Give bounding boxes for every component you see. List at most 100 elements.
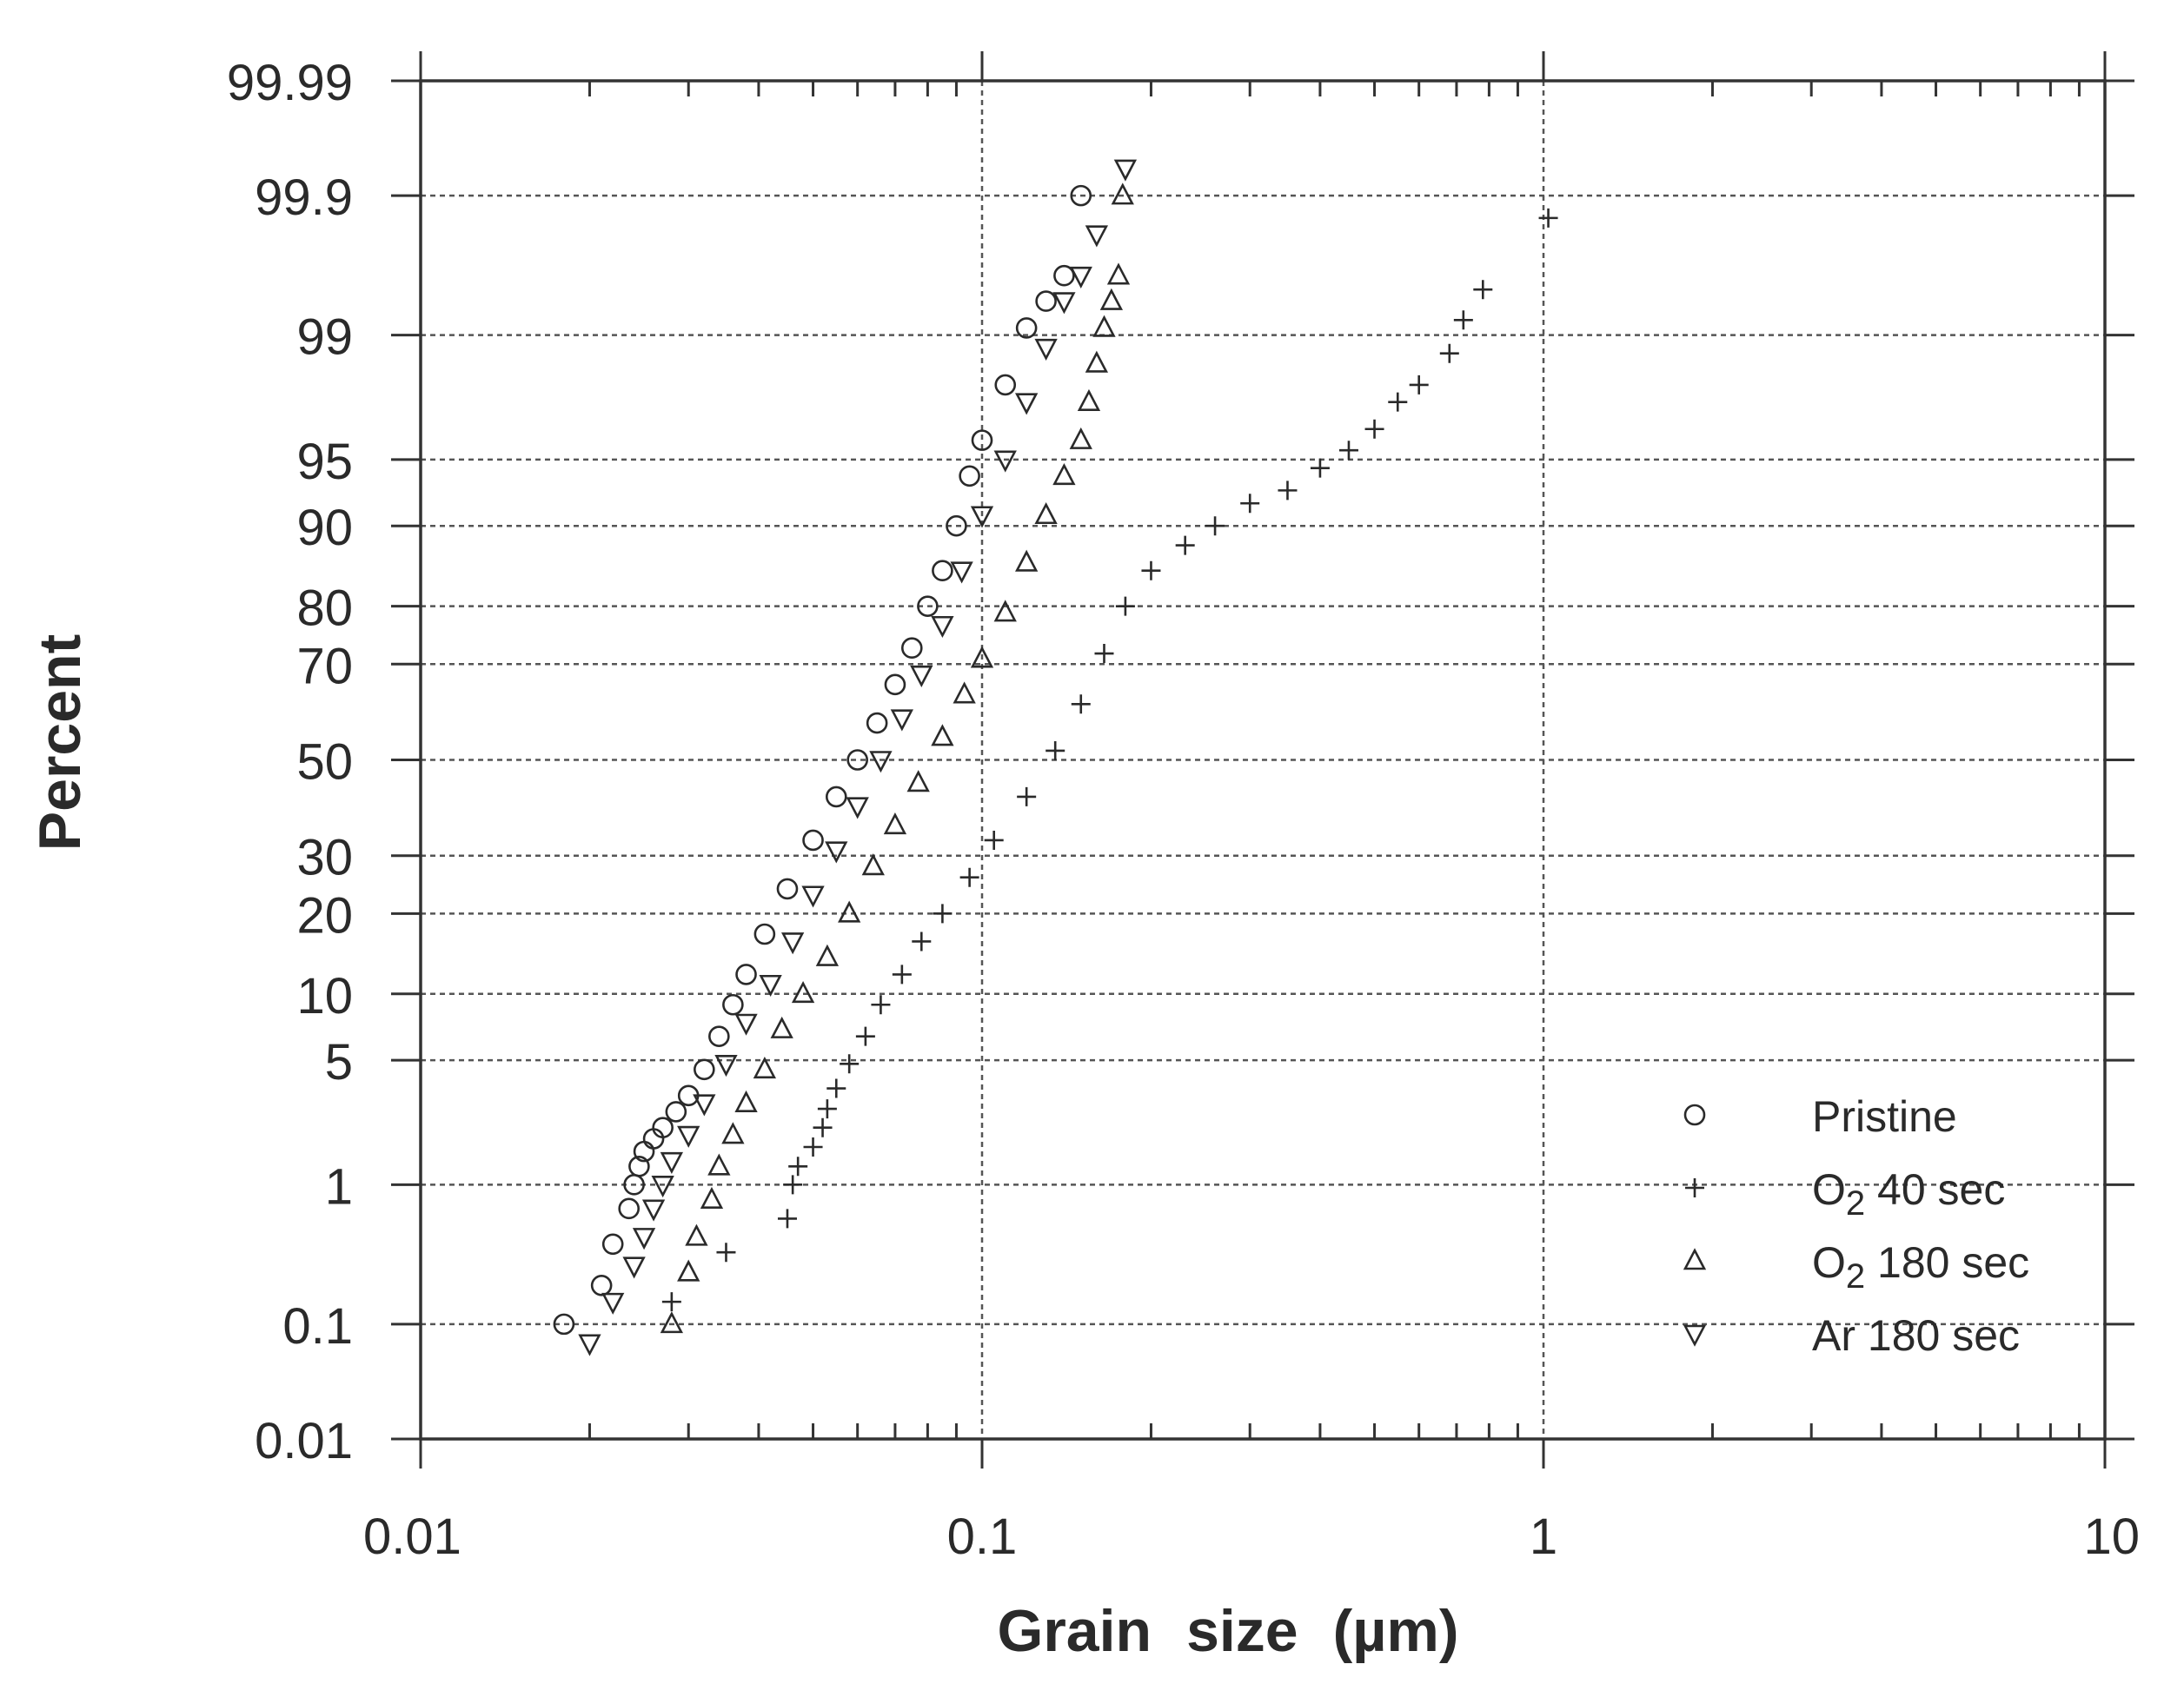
- data-point: [652, 1117, 674, 1139]
- data-point: [892, 965, 912, 985]
- y-axis-title: Percent: [27, 634, 93, 851]
- data-point: [1071, 694, 1091, 714]
- data-point: [953, 681, 976, 704]
- x-tick-label: 1: [1530, 1508, 1557, 1565]
- data-point: [932, 560, 953, 582]
- plus-marker-icon: [1685, 1178, 1704, 1197]
- data-point: [1070, 184, 1092, 207]
- data-point: [984, 830, 1004, 850]
- data-point: [722, 993, 744, 1016]
- data-point: [777, 1209, 797, 1229]
- data-point: [933, 904, 953, 924]
- data-point: [1035, 290, 1057, 312]
- data-point: [685, 1223, 708, 1246]
- data-point: [813, 1117, 833, 1137]
- y-tick-label: 5: [325, 1034, 353, 1091]
- data-point: [1113, 159, 1138, 182]
- data-point: [815, 944, 840, 966]
- y-tick-label: 20: [296, 887, 353, 944]
- data-point: [855, 1026, 875, 1046]
- plot-frame: [419, 79, 2107, 1441]
- data-point: [917, 595, 939, 617]
- data-point: [661, 1292, 681, 1312]
- y-tick-label: 30: [296, 830, 353, 886]
- data-point: [618, 1197, 641, 1220]
- data-point: [770, 1016, 793, 1038]
- data-point: [1085, 350, 1109, 373]
- data-point: [632, 1228, 656, 1250]
- y-tick-label: 70: [296, 638, 353, 694]
- y-tick-label: 90: [296, 500, 353, 556]
- data-point: [906, 770, 930, 792]
- legend-label-main: Pristine: [1812, 1092, 1957, 1141]
- data-point: [869, 751, 893, 773]
- data-point: [1015, 317, 1038, 339]
- data-point: [871, 995, 891, 1015]
- data-point: [910, 665, 933, 688]
- data-point: [660, 1311, 684, 1334]
- data-point: [735, 964, 757, 985]
- data-point: [700, 1186, 724, 1209]
- data-point: [721, 1122, 745, 1144]
- y-tick-label: 10: [296, 968, 353, 1024]
- data-point: [1034, 338, 1058, 361]
- legend-label-subscript: 2: [1846, 1184, 1865, 1223]
- legend-label-main: O: [1812, 1165, 1846, 1214]
- data-point: [825, 786, 847, 808]
- x-axis-title-word: Grain: [997, 1598, 1152, 1664]
- data-point: [838, 900, 861, 923]
- data-point: [622, 1256, 646, 1279]
- legend-marker-shape: [1683, 1324, 1707, 1347]
- x-axis-title-word: size: [1186, 1598, 1298, 1664]
- x-axis-title: Grain size (µm): [997, 1598, 1458, 1664]
- data-point: [801, 885, 825, 908]
- data-point: [677, 1125, 700, 1148]
- legend-label: O2 180 sec: [1812, 1238, 2029, 1296]
- data-point: [694, 1058, 715, 1081]
- data-point: [1205, 516, 1225, 536]
- data-point: [931, 615, 954, 639]
- x-tick-label: 0.1: [947, 1508, 1018, 1565]
- data-point: [776, 878, 799, 900]
- data-point: [1052, 292, 1076, 315]
- data-point: [993, 600, 1017, 622]
- grid-lines: [421, 81, 2105, 1439]
- data-point: [931, 724, 954, 746]
- legend-marker-shape: [1685, 1178, 1704, 1197]
- data-point: [590, 1275, 613, 1296]
- y-tick-label: 0.1: [282, 1298, 353, 1355]
- data-point: [1092, 315, 1116, 337]
- data-point: [1278, 481, 1298, 501]
- data-point: [1094, 644, 1114, 664]
- data-point: [759, 974, 782, 998]
- data-point: [628, 1156, 650, 1177]
- legend-label-subscript: 2: [1846, 1257, 1865, 1296]
- data-point: [1099, 288, 1124, 310]
- y-tick-label: 1: [325, 1158, 353, 1215]
- data-point: [708, 1025, 730, 1047]
- data-point: [1111, 182, 1134, 205]
- data-point: [1364, 419, 1384, 439]
- legend-label-rest: 40 sec: [1865, 1165, 2005, 1214]
- data-point: [677, 1259, 700, 1282]
- data-point: [753, 1056, 777, 1079]
- legend-item-o2-40-sec: O2 40 sec: [1685, 1165, 2005, 1223]
- data-point: [866, 712, 888, 734]
- data-point: [578, 1334, 601, 1356]
- data-point: [1046, 740, 1065, 760]
- data-point: [1473, 280, 1493, 300]
- data-point: [883, 812, 907, 835]
- data-point: [890, 709, 913, 732]
- legend-label: Pristine: [1812, 1092, 1957, 1141]
- data-point: [970, 506, 994, 528]
- data-point: [993, 450, 1017, 473]
- data-point: [783, 1175, 803, 1195]
- data-point: [946, 514, 967, 537]
- data-point: [1310, 458, 1330, 478]
- legend-marker-shape: [1683, 1248, 1707, 1270]
- data-point: [1069, 266, 1092, 289]
- data-point: [693, 1094, 716, 1117]
- data-point: [950, 561, 973, 584]
- data-point: [1052, 462, 1076, 486]
- data-point: [780, 932, 805, 955]
